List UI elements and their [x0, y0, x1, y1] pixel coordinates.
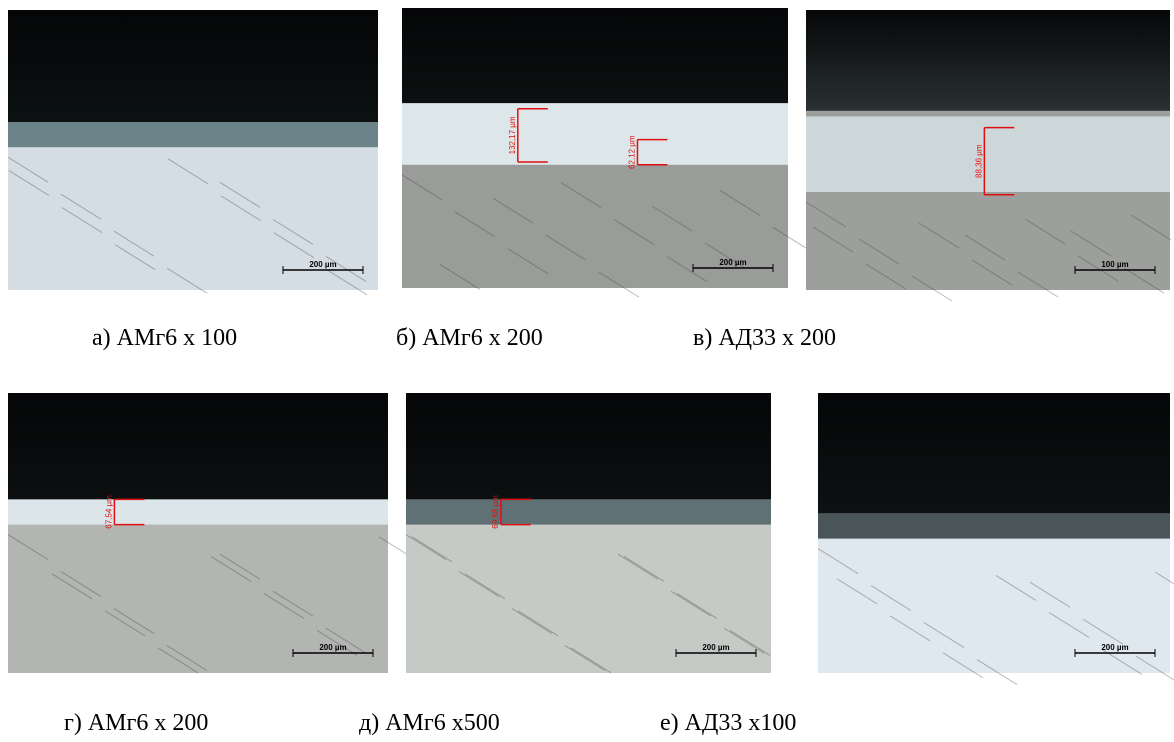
micrograph: 200 µm [818, 393, 1174, 685]
scale-bar-label: 200 µm [319, 643, 346, 652]
micrograph: 200 µm 132,17 µm 62,12 µm [402, 8, 813, 297]
micrograph: 100 µm 88,36 µm [806, 10, 1171, 301]
scale-bar-label: 100 µm [1101, 260, 1128, 269]
micrograph: 200 µm 67,54 µm [8, 393, 419, 673]
scale-bar-label: 200 µm [309, 260, 336, 269]
dark-background [402, 8, 788, 103]
measure-label: 69,58 µm [491, 495, 500, 529]
caption: е) АД33 х100 [660, 710, 796, 736]
caption: г) АМг6 х 200 [64, 710, 208, 736]
scale-bar-label: 200 µm [702, 643, 729, 652]
coating-layer [8, 499, 388, 524]
dark-background [806, 10, 1170, 111]
dark-background [406, 393, 771, 499]
dark-background [818, 393, 1170, 513]
figure: 200 µm а) АМг6 х 100 200 µm 132,17 µm 62,12 … [0, 0, 1174, 742]
measure-label: 132,17 µm [508, 116, 517, 154]
micrograph: 200 µm 69,58 µm [406, 393, 771, 673]
scale-bar-label: 200 µm [719, 258, 746, 267]
caption: д) АМг6 х500 [359, 710, 500, 736]
caption: в) АД33 х 200 [693, 325, 836, 351]
measure-label: 88,36 µm [974, 144, 983, 178]
scale-bar-label: 200 µm [1101, 643, 1128, 652]
coating-layer [818, 513, 1170, 538]
dark-background [8, 393, 388, 499]
coating-layer [402, 103, 788, 165]
coating-layer [8, 122, 378, 147]
dark-background [8, 10, 378, 122]
measure-label: 67,54 µm [104, 495, 113, 529]
coating-layer [406, 499, 771, 524]
measure-label: 62,12 µm [627, 135, 636, 169]
caption: б) АМг6 х 200 [396, 325, 543, 351]
caption: а) АМг6 х 100 [92, 325, 237, 351]
micrograph: 200 µm [8, 10, 378, 295]
